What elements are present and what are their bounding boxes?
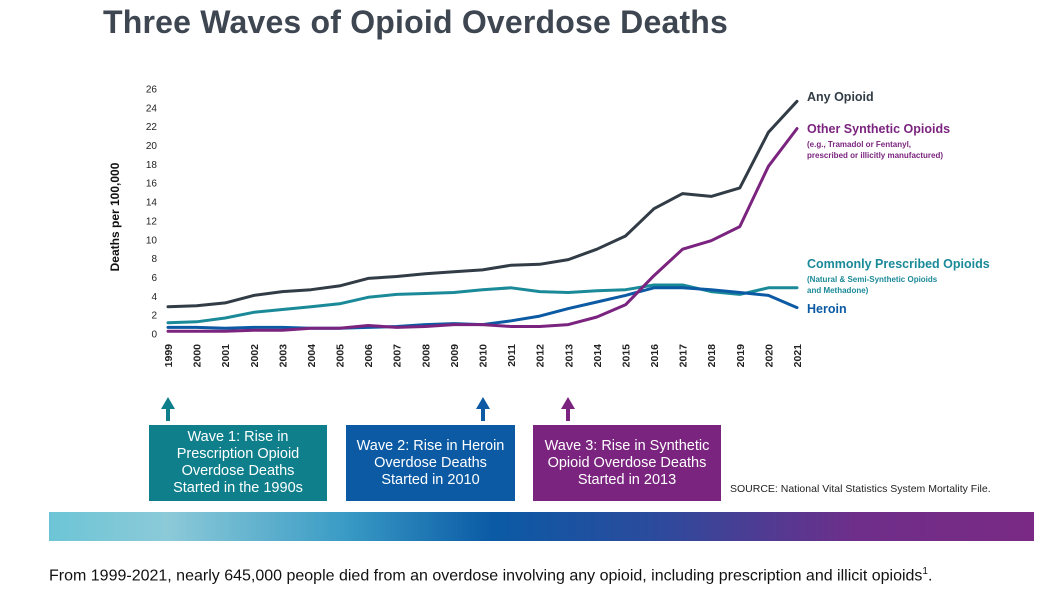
x-axis-ticks: 1999 2000 2001 2002 2003 2004 2005 2006 2007 2008… [163, 344, 804, 368]
x-tick-label: 2001 [220, 344, 232, 368]
series-label: Any Opioid [807, 90, 874, 104]
x-tick-label: 2012 [535, 344, 547, 368]
wave-box-text: Wave 2: Rise in Heroin [356, 437, 505, 454]
x-tick-label: 2011 [506, 344, 518, 367]
chart-title: Three Waves of Opioid Overdose Deaths [103, 4, 729, 40]
x-tick-label: 1999 [163, 344, 175, 368]
y-tick-label: 12 [146, 216, 158, 227]
wave-box-text: Started in 2010 [381, 471, 480, 488]
x-tick-label: 2010 [478, 344, 490, 368]
caption-end: . [927, 567, 933, 585]
x-tick-label: 2008 [420, 344, 432, 368]
series-sublabel: (Natural & Semi-Synthetic Opioids [807, 275, 938, 284]
wave-box-text: Started in 2013 [577, 471, 677, 488]
x-tick-label: 2004 [306, 344, 318, 368]
y-tick-label: 0 [151, 330, 157, 341]
y-tick-label: 16 [146, 179, 158, 190]
series-line-other-synthetic-opioids [166, 127, 799, 333]
wave-box-text: Wave 1: Rise in [187, 429, 289, 445]
y-tick-label: 6 [151, 273, 157, 284]
footnote-marker: 1 [922, 566, 928, 577]
y-tick-label: 22 [146, 122, 158, 133]
series-line-any-opioid [166, 99, 799, 309]
x-tick-label: 2005 [335, 344, 347, 368]
x-tick-label: 2014 [592, 344, 604, 368]
x-tick-label: 2000 [192, 344, 204, 368]
y-tick-label: 18 [146, 160, 158, 171]
wave-box-text: Overdose Deaths [374, 454, 487, 471]
wave-box-text: Started in the 1990s [173, 480, 303, 496]
y-tick-label: 4 [151, 292, 157, 303]
series-line-commonly-prescribed-opioids [166, 283, 799, 325]
y-axis-label: Deaths per 100,000 [108, 162, 122, 271]
series-labels: Any Opioid Other Synthetic Opioids (e.g., … [807, 90, 990, 316]
wave-arrow [561, 397, 576, 421]
x-tick-label: 2006 [363, 344, 375, 368]
x-tick-label: 2003 [277, 344, 289, 368]
x-tick-label: 2015 [620, 344, 632, 368]
y-tick-label: 10 [146, 235, 158, 246]
caption: From 1999-2021, nearly 645,000 people di… [49, 560, 1009, 588]
series-label: Heroin [807, 302, 847, 316]
wave-arrow [161, 397, 175, 421]
gradient-bar [49, 512, 1034, 541]
wave-box-2: Wave 2: Rise in Heroin Overdose Deaths Sta… [346, 425, 515, 501]
line-chart: Deaths per 100,000 024681012141618202224… [108, 85, 990, 368]
caption-text: From 1999-2021, nearly 645,000 people di… [49, 567, 923, 585]
series-sublabel: prescribed or illicitly manufactured) [807, 151, 943, 160]
series-label: Commonly Prescribed Opioids [807, 257, 990, 271]
y-tick-label: 2 [151, 311, 157, 322]
x-tick-label: 2007 [392, 344, 404, 368]
x-tick-label: 2019 [735, 344, 747, 368]
x-tick-label: 2021 [792, 344, 804, 368]
series-sublabel: and Methadone) [807, 286, 869, 295]
x-tick-label: 2020 [763, 344, 775, 368]
wave-box-text: Overdose Deaths [181, 463, 295, 479]
source-note: SOURCE: National Vital Statistics System… [730, 483, 991, 495]
y-tick-label: 24 [146, 103, 158, 114]
wave-box-text: Prescription Opioid [176, 446, 300, 462]
x-tick-label: 2018 [706, 344, 718, 368]
series-sublabel: (e.g., Tramadol or Fentanyl, [807, 140, 911, 149]
x-tick-label: 2009 [449, 344, 461, 368]
wave-box-text: Wave 3: Rise in Synthetic [544, 437, 710, 454]
series-label: Other Synthetic Opioids [807, 122, 950, 136]
x-tick-label: 2013 [563, 344, 575, 368]
y-tick-label: 14 [146, 198, 158, 209]
series-lines [166, 99, 799, 333]
wave-box-3: Wave 3: Rise in Synthetic Opioid Overdose… [533, 425, 721, 501]
wave-arrow [475, 397, 490, 421]
x-tick-label: 2017 [678, 344, 690, 368]
y-tick-label: 20 [146, 141, 158, 152]
x-tick-label: 2016 [649, 344, 661, 368]
wave-box-1: Wave 1: Rise in Prescription Opioid Overdo… [149, 425, 327, 501]
wave-box-text: Opioid Overdose Deaths [547, 454, 707, 471]
y-tick-label: 8 [151, 254, 157, 265]
x-tick-label: 2002 [249, 344, 261, 368]
y-tick-label: 26 [146, 85, 158, 96]
